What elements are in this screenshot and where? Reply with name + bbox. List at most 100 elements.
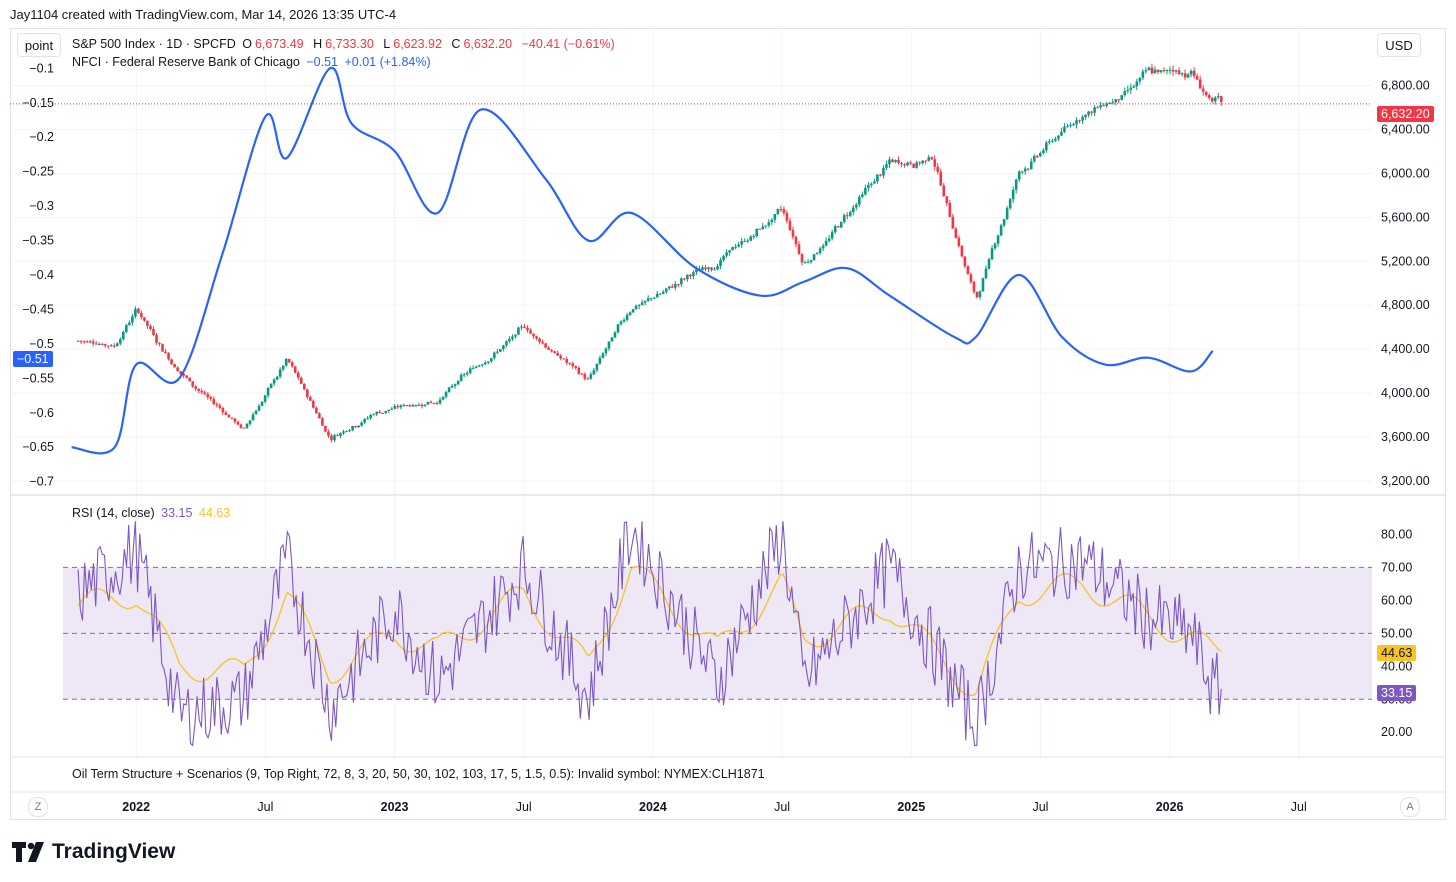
candle-body xyxy=(544,343,547,348)
candle-body xyxy=(740,241,743,245)
candle-body xyxy=(731,247,734,251)
candle-body xyxy=(993,243,997,249)
rsi-tick-label: 60.00 xyxy=(1381,593,1412,607)
candle-body xyxy=(170,359,173,365)
candle-body xyxy=(812,254,816,261)
rsi-tick-label: 70.00 xyxy=(1381,560,1412,574)
candle-body xyxy=(215,404,219,406)
nfci-value: −0.51 xyxy=(306,55,338,69)
zoom-reset-button[interactable]: Z xyxy=(28,797,48,817)
candle-body xyxy=(529,330,532,334)
candle-body xyxy=(589,374,593,379)
candle-body xyxy=(559,355,562,359)
candle-body xyxy=(390,408,394,410)
candle-body xyxy=(960,246,964,257)
candle-body xyxy=(520,326,523,328)
candle-body xyxy=(930,157,934,160)
candle-body xyxy=(483,362,487,365)
sp500-legend[interactable]: S&P 500 Index · 1D · SPCFD O 6,673.49 H 6,… xyxy=(72,37,618,51)
candle-body xyxy=(667,286,671,289)
scale-mode-button[interactable]: point xyxy=(17,33,61,57)
candle-body xyxy=(661,291,665,294)
rsi-band xyxy=(63,567,1372,700)
candle-body xyxy=(571,363,575,367)
time-tick-label: 2024 xyxy=(639,800,667,814)
candle-body xyxy=(345,430,348,432)
rsi-reference-lines xyxy=(63,566,1372,700)
candle-body xyxy=(770,219,774,223)
candle-body xyxy=(1045,142,1048,151)
candle-body xyxy=(945,196,949,203)
candle-body xyxy=(1093,107,1096,113)
candle-body xyxy=(957,237,961,247)
nfci-legend[interactable]: NFCI · Federal Reserve Bank of Chicago −… xyxy=(72,55,434,69)
candle-body xyxy=(357,425,360,428)
candle-body xyxy=(438,399,442,404)
candle-body xyxy=(1008,199,1012,209)
chart-credit: Jay1104 created with TradingView.com, Ma… xyxy=(10,7,397,22)
tradingview-logo-icon xyxy=(12,842,44,862)
candle-body xyxy=(312,400,315,408)
candle-body xyxy=(209,397,213,399)
candle-body xyxy=(351,426,354,431)
candle-body xyxy=(480,364,484,366)
candle-body xyxy=(236,421,240,425)
rsi-tick-label: 80.00 xyxy=(1381,527,1412,541)
candle-body xyxy=(103,344,107,346)
candle-body xyxy=(1147,67,1151,71)
candle-body xyxy=(909,162,912,164)
candle-body xyxy=(100,344,104,346)
candle-body xyxy=(444,392,448,397)
candle-body xyxy=(882,167,885,176)
candle-body xyxy=(1023,168,1027,172)
candle-body xyxy=(82,341,86,343)
candle-body xyxy=(146,320,149,326)
candle-body xyxy=(888,159,891,165)
candle-body xyxy=(465,373,469,375)
price-tick-label: 6,000.00 xyxy=(1381,166,1430,180)
candle-body xyxy=(794,236,798,245)
candle-body xyxy=(833,226,837,233)
candle-body xyxy=(535,336,538,339)
high-value: 6,733.30 xyxy=(325,37,374,51)
candle-body xyxy=(966,266,970,275)
candle-body xyxy=(1011,189,1015,200)
candle-body xyxy=(737,244,740,247)
candle-body xyxy=(1180,73,1184,75)
candle-body xyxy=(477,365,481,367)
candle-body xyxy=(158,342,161,344)
nfci-tick-label: −0.4 xyxy=(29,268,54,282)
candle-body xyxy=(468,368,472,374)
auto-scale-button[interactable]: A xyxy=(1400,797,1420,817)
candle-body xyxy=(842,215,846,222)
candle-body xyxy=(1026,168,1030,170)
nfci-tick-label: −0.55 xyxy=(22,371,54,385)
candle-body xyxy=(263,395,267,402)
candle-body xyxy=(278,369,282,377)
time-tick-label: 2025 xyxy=(897,800,925,814)
candle-body xyxy=(218,405,222,408)
candle-body xyxy=(692,272,695,277)
time-tick-label: Jul xyxy=(774,800,790,814)
candle-body xyxy=(788,220,792,231)
candle-body xyxy=(423,404,427,407)
price-last-tag: 6,632.20 xyxy=(1377,106,1434,122)
candle-body xyxy=(411,405,415,407)
candle-body xyxy=(743,240,746,242)
rsi-legend[interactable]: RSI (14, close) 33.15 44.63 xyxy=(72,506,233,520)
candle-body xyxy=(112,345,116,347)
candle-body xyxy=(996,235,1000,244)
candle-body xyxy=(532,333,535,337)
candle-body xyxy=(318,413,321,419)
candle-body xyxy=(906,162,909,166)
candle-body xyxy=(499,349,502,352)
candle-body xyxy=(671,286,674,288)
currency-button[interactable]: USD xyxy=(1377,33,1421,57)
candle-body xyxy=(429,401,433,403)
candle-body xyxy=(1014,179,1018,190)
candle-body xyxy=(655,293,659,298)
candle-body xyxy=(918,162,921,164)
candle-body xyxy=(848,211,852,216)
